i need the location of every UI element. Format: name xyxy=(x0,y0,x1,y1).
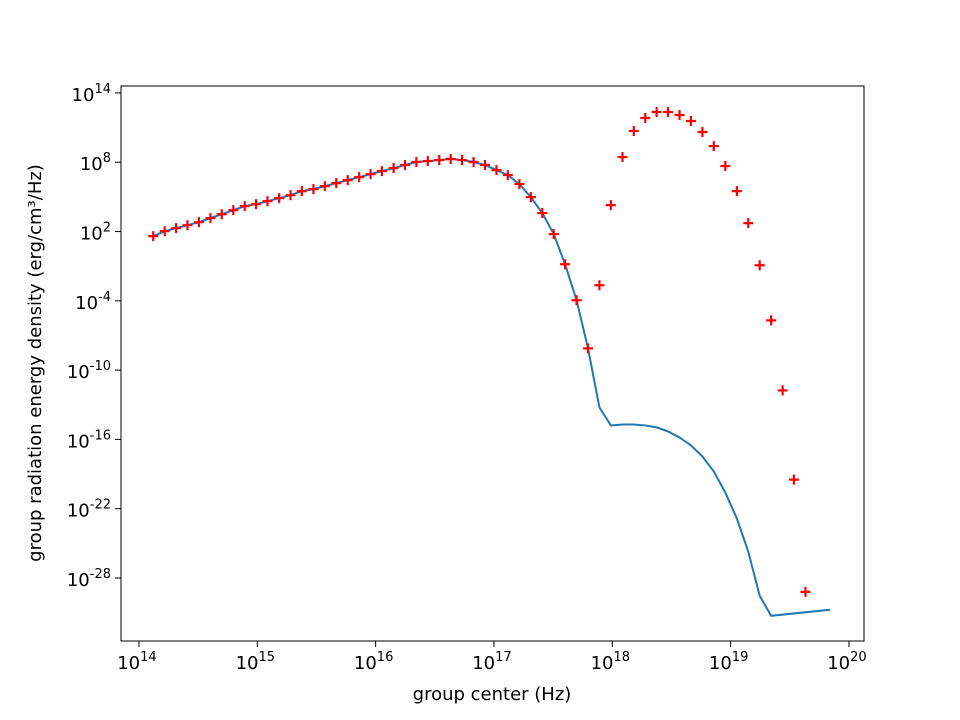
plus-marker xyxy=(697,126,708,137)
plus-marker xyxy=(399,160,410,171)
plus-marker xyxy=(422,156,433,167)
plus-marker xyxy=(148,231,159,242)
plus-marker xyxy=(537,208,548,219)
plus-marker xyxy=(388,163,399,174)
y-tick-label: 10-28 xyxy=(67,567,111,591)
plus-marker xyxy=(720,161,731,172)
plus-marker xyxy=(457,155,468,166)
plus-marker xyxy=(663,107,674,118)
plus-marker xyxy=(193,217,204,228)
plot-frame xyxy=(120,85,865,642)
plus-marker xyxy=(731,186,742,197)
plus-marker xyxy=(571,295,582,306)
plus-marker xyxy=(262,196,273,207)
plus-marker xyxy=(800,586,811,597)
plus-marker xyxy=(331,178,342,189)
x-tick-label: 1017 xyxy=(472,650,511,674)
plus-marker xyxy=(777,385,788,396)
y-tick-label: 10-4 xyxy=(75,290,111,314)
plus-marker xyxy=(479,160,490,171)
plus-marker xyxy=(525,192,536,203)
y-tick-label: 102 xyxy=(80,221,111,245)
x-tick-label: 1019 xyxy=(709,650,748,674)
plus-marker xyxy=(560,259,571,270)
plus-marker xyxy=(754,260,765,271)
plus-marker xyxy=(708,141,719,152)
x-tick-label: 1016 xyxy=(354,650,393,674)
plus-marker xyxy=(514,179,525,190)
plus-marker xyxy=(594,280,605,291)
plus-marker xyxy=(171,223,182,234)
x-tick-label: 1018 xyxy=(591,650,630,674)
y-axis-label: group radiation energy density (erg/cm³/… xyxy=(25,164,46,562)
plus-marker xyxy=(354,172,365,183)
plus-marker xyxy=(342,175,353,186)
plus-marker xyxy=(640,113,651,124)
plus-marker xyxy=(285,190,296,201)
plus-marker xyxy=(605,200,616,211)
plus-marker xyxy=(319,181,330,192)
plus-marker xyxy=(365,169,376,180)
plus-marker xyxy=(376,166,387,177)
plus-marker xyxy=(743,218,754,229)
plus-marker xyxy=(617,152,628,163)
plus-marker xyxy=(274,193,285,204)
plus-marker xyxy=(502,170,513,181)
plus-marker xyxy=(216,209,227,220)
plus-marker xyxy=(628,125,639,136)
plus-marker xyxy=(766,315,777,326)
plus-marker xyxy=(434,155,445,166)
plus-marker xyxy=(685,116,696,127)
plus-marker xyxy=(182,220,193,231)
y-tick-label: 10-22 xyxy=(67,498,111,522)
plus-marker xyxy=(491,165,502,176)
plus-marker xyxy=(583,343,594,354)
x-tick-label: 1014 xyxy=(117,650,156,674)
plus-marker xyxy=(651,107,662,118)
x-tick-label: 1020 xyxy=(827,650,866,674)
plus-marker xyxy=(251,199,262,210)
plus-marker xyxy=(674,110,685,121)
x-axis-label: group center (Hz) xyxy=(413,684,572,705)
y-tick-label: 1014 xyxy=(72,82,111,106)
plus-marker xyxy=(205,213,216,224)
plus-marker xyxy=(239,201,250,212)
plus-marker xyxy=(788,474,799,485)
plus-marker xyxy=(296,186,307,197)
y-tick-label: 10-10 xyxy=(67,359,111,383)
plus-marker xyxy=(159,226,170,237)
x-tick-label: 1015 xyxy=(236,650,275,674)
y-tick-label: 10-16 xyxy=(67,428,111,452)
plus-marker xyxy=(228,205,239,216)
plus-marker xyxy=(548,229,559,240)
plus-marker xyxy=(411,156,422,167)
y-tick-label: 108 xyxy=(80,151,111,175)
plus-marker xyxy=(468,156,479,167)
plus-marker xyxy=(445,153,456,164)
plus-marker xyxy=(308,184,319,195)
